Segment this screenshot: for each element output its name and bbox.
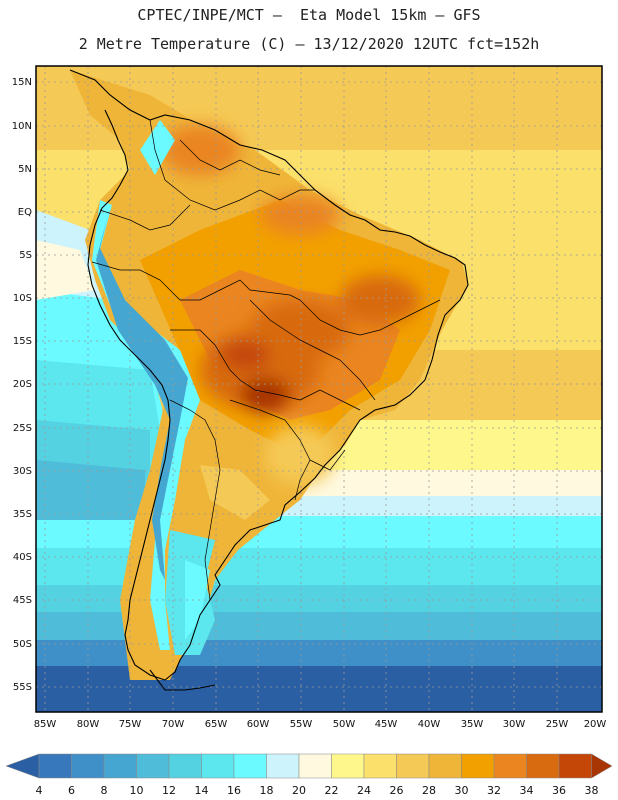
legend-swatch (266, 753, 300, 779)
legend-label: 16 (227, 784, 241, 797)
title-line-2: 2 Metre Temperature (C) – 13/12/2020 12U… (78, 35, 540, 53)
lon-label: 80W (77, 719, 100, 730)
legend-label: 14 (195, 784, 209, 797)
lon-label: 65W (205, 719, 228, 730)
lat-label: 15N (12, 77, 32, 88)
lon-label: 45W (375, 719, 398, 730)
legend-swatch (298, 753, 332, 779)
legend-arrow-low (5, 753, 40, 779)
lat-label: 40S (13, 552, 32, 563)
lat-label: 10N (12, 121, 32, 132)
legend-swatch (103, 753, 137, 779)
legend-swatch (136, 753, 170, 779)
legend-label: 26 (390, 784, 404, 797)
country-borders (91, 119, 441, 601)
legend-label: 38 (585, 784, 599, 797)
lon-label: 35W (461, 719, 484, 730)
lat-label: 20S (13, 379, 32, 390)
lon-label: 40W (418, 719, 441, 730)
lon-label: 75W (119, 719, 142, 730)
legend-swatch (331, 753, 365, 779)
legend-label: 24 (357, 784, 371, 797)
legend-swatch (71, 753, 105, 779)
legend-label: 10 (130, 784, 144, 797)
title-line-1: CPTEC/INPE/MCT – Eta Model 15km – GFS (137, 6, 481, 24)
legend-label: 20 (292, 784, 306, 797)
legend-swatch (461, 753, 495, 779)
lat-label: 10S (13, 293, 32, 304)
lat-label: 50S (13, 639, 32, 650)
lat-label: 5S (19, 250, 32, 261)
map-frame (35, 65, 603, 713)
legend-swatch (233, 753, 267, 779)
legend-label: 28 (422, 784, 436, 797)
lat-lon-grid (36, 66, 602, 712)
lon-label: 85W (34, 719, 57, 730)
legend-label: 6 (68, 784, 75, 797)
lon-label: 55W (290, 719, 313, 730)
color-scale-legend: 4 6 8 10 12 14 16 18 20 22 24 26 28 30 32 34 36 38 (5, 753, 613, 797)
legend-swatch (526, 753, 560, 779)
lat-label: EQ (18, 207, 32, 218)
legend-swatch (396, 753, 430, 779)
lon-label: 60W (247, 719, 270, 730)
legend-label: 8 (101, 784, 108, 797)
temperature-field (36, 66, 602, 712)
lat-label: 30S (13, 466, 32, 477)
lon-label: 20W (584, 719, 607, 730)
legend-arrow-high (591, 753, 613, 779)
lon-label: 70W (162, 719, 185, 730)
legend-swatch (168, 753, 202, 779)
legend-swatch (363, 753, 397, 779)
lat-label: 35S (13, 509, 32, 520)
legend-swatch (428, 753, 462, 779)
coastlines (69, 69, 469, 691)
legend-label: 32 (487, 784, 501, 797)
legend-label: 22 (325, 784, 339, 797)
lat-label: 5N (18, 164, 32, 175)
lon-label: 30W (503, 719, 526, 730)
temperature-map: 15N 10N 5N EQ 5S 10S 15S 20S 25S 30S 35S… (12, 65, 607, 730)
lat-label: 15S (13, 336, 32, 347)
latitude-labels: 15N 10N 5N EQ 5S 10S 15S 20S 25S 30S 35S… (12, 77, 32, 693)
legend-swatch (201, 753, 235, 779)
legend-swatch (38, 753, 72, 779)
legend-label: 12 (162, 784, 176, 797)
lat-label: 45S (13, 595, 32, 606)
legend-swatch (558, 753, 592, 779)
legend-label: 18 (260, 784, 274, 797)
lon-label: 25W (546, 719, 569, 730)
legend-swatch (493, 753, 527, 779)
legend-label: 34 (520, 784, 534, 797)
lat-label: 25S (13, 423, 32, 434)
legend-label: 30 (455, 784, 469, 797)
lat-label: 55S (13, 682, 32, 693)
longitude-labels: 85W 80W 75W 70W 65W 60W 55W 50W 45W 40W … (34, 719, 607, 730)
legend-label: 4 (36, 784, 43, 797)
lon-label: 50W (333, 719, 356, 730)
legend-label: 36 (552, 784, 566, 797)
